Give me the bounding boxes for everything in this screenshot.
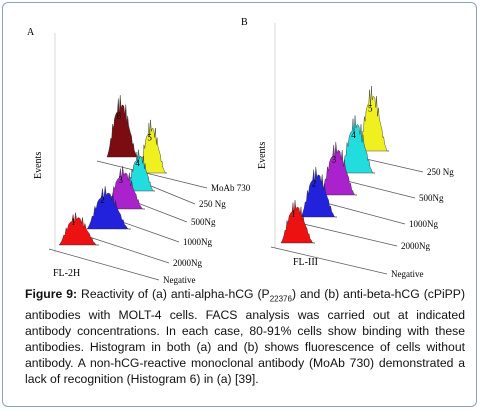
panel-b-letter: B xyxy=(241,17,248,28)
panel-b-histogram-2 xyxy=(300,166,337,218)
panel-a-trace-line-2 xyxy=(76,232,170,264)
panel-b-trace-label-5: 250 Ng xyxy=(427,167,454,177)
panel-b-histogram-number-3: 3 xyxy=(332,155,337,165)
panel-a-histogram-number-3: 3 xyxy=(118,175,123,185)
panel-a-trace-label-1: Negative xyxy=(163,275,195,285)
panel-a-histogram-number-1: 1 xyxy=(71,217,76,227)
panel-a-trace-label-5: 250 Ng xyxy=(199,199,226,209)
panel-a-trace-line-1 xyxy=(48,248,160,281)
panel-a-x-axis-label: FL-2H xyxy=(53,268,80,279)
panel-a-histogram-5 xyxy=(138,119,167,174)
panel-b-histogram-number-2: 2 xyxy=(312,178,317,188)
panel-a-letter: A xyxy=(27,27,35,38)
panel-a-histogram-number-5: 5 xyxy=(147,133,152,143)
panel-b-histogram-number-5: 5 xyxy=(368,103,373,113)
panel-a-trace-label-2: 2000Ng xyxy=(173,258,202,268)
panel-a-trace-label-3: 1000Ng xyxy=(183,237,212,247)
panel-a-histogram-number-6: 6 xyxy=(117,111,122,121)
panel-a-histogram-2 xyxy=(86,186,131,230)
panel-b-trace-line-2 xyxy=(290,220,398,247)
figure-plots: A Events 6 MoAb 730 5 250 Ng 4 500Ng 3 1000Ng 2 2… xyxy=(27,17,454,285)
caption-text-part2: ) and (b) anti-beta-hCG (cPiPP) antibodi… xyxy=(25,287,465,387)
panel-b-x-axis-label: FL-III xyxy=(293,257,318,268)
panel-b-trace-label-2: 2000Ng xyxy=(401,241,430,251)
figure-caption: Figure 9: Reactivity of (a) anti-alpha-h… xyxy=(25,286,465,387)
panel-b-histogram-4 xyxy=(340,115,375,174)
panel-a-y-axis-label: Events xyxy=(33,152,44,179)
panel-a-histogram-number-4: 4 xyxy=(135,158,140,168)
caption-text-part1: Reactivity of (a) anti-alpha-hCG (P xyxy=(77,287,270,301)
caption-subscript: 22376 xyxy=(269,294,292,304)
panel-b-histogram-5 xyxy=(358,86,389,152)
panel-b-histogram-3 xyxy=(320,141,357,196)
panel-b-y-axis-label: Events xyxy=(257,142,268,169)
panel-a-histogram-4 xyxy=(126,149,155,192)
panel-b-histogram-number-1: 1 xyxy=(291,209,296,219)
panel-a: A Events 6 MoAb 730 5 250 Ng 4 500Ng 3 1000Ng 2 2… xyxy=(27,27,251,285)
panel-b-trace-label-4: 500Ng xyxy=(419,193,444,203)
panel-a-trace-label-4: 500Ng xyxy=(191,217,216,227)
panel-a-histogram-3 xyxy=(106,166,145,210)
panel-b-trace-line-1 xyxy=(270,246,388,275)
panel-b-trace-label-3: 1000Ng xyxy=(409,219,438,229)
panel-a-histogram-number-2: 2 xyxy=(100,195,105,205)
panel-a-histogram-6 xyxy=(106,95,139,158)
panel-b-histograms: 5 250 Ng 4 500Ng 3 1000Ng 2 2000Ng 1 Negative xyxy=(270,86,454,279)
panel-b-trace-label-1: Negative xyxy=(391,269,423,279)
panel-b: B Events 5 250 Ng 4 500Ng 3 1000Ng 2 2000Ng 1 Neg… xyxy=(241,17,454,279)
panel-a-trace-line-6 xyxy=(96,160,208,189)
panel-a-histogram-1 xyxy=(58,212,99,246)
panel-b-histogram-1 xyxy=(280,200,315,244)
panel-a-trace-label-6: MoAb 730 xyxy=(211,183,251,193)
figure-frame: A Events 6 MoAb 730 5 250 Ng 4 500Ng 3 1000Ng 2 2… xyxy=(2,2,477,407)
panel-b-histogram-number-4: 4 xyxy=(351,130,356,140)
panel-a-histograms: 6 MoAb 730 5 250 Ng 4 500Ng 3 1000Ng 2 2000Ng 1 Neg… xyxy=(48,95,251,285)
caption-figure-label: Figure 9: xyxy=(25,287,78,301)
